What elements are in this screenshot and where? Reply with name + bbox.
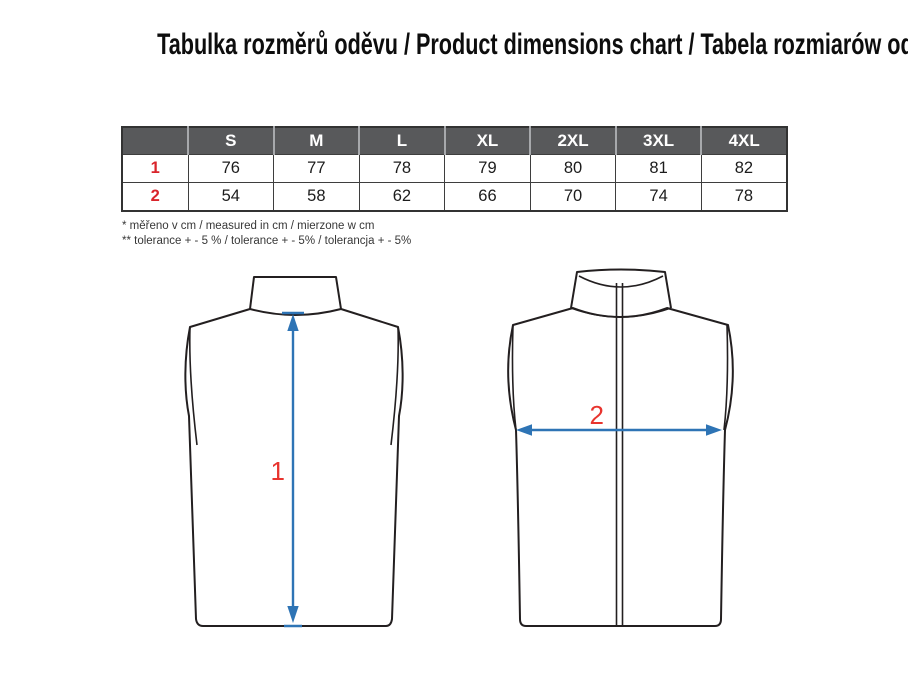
size-column-header: XL	[444, 127, 532, 155]
size-table-header-row: S M L XL 2XL 3XL 4XL	[122, 127, 787, 155]
arrow-left-icon	[516, 424, 532, 436]
size-column-header: 4XL	[701, 127, 787, 155]
vest-back-armhole-right-seam	[390, 326, 400, 446]
table-row-dimension-1: 1 76 77 78 79 80 81 82	[121, 154, 788, 183]
size-column-header: S	[188, 127, 275, 155]
row-label: 1	[121, 154, 189, 183]
arrow-up-icon	[287, 314, 299, 331]
width-dimension-label: 2	[590, 400, 604, 430]
vest-front-armhole-right-seam	[723, 324, 729, 431]
dimension-value: 70	[529, 182, 617, 212]
footnotes: * měřeno v cm / measured in cm / mierzon…	[122, 219, 411, 248]
dimension-arrow-1: 1	[271, 311, 304, 628]
zipper	[615, 283, 624, 626]
size-column-header: 2XL	[530, 127, 617, 155]
vest-front-view: 2	[507, 268, 734, 627]
footnote-tolerance: ** tolerance + - 5 % / tolerance + - 5% …	[122, 234, 412, 247]
dimension-value: 54	[187, 182, 275, 212]
dimension-value: 82	[700, 154, 788, 183]
dimension-value: 80	[529, 154, 617, 183]
dimension-value: 62	[358, 182, 446, 212]
arrow-down-icon	[287, 606, 299, 623]
dimension-value: 66	[444, 182, 531, 212]
size-column-header: M	[273, 127, 361, 155]
footnote-units: * měřeno v cm / measured in cm / mierzon…	[122, 220, 375, 232]
size-column-header: L	[359, 127, 446, 155]
vest-front-armhole-left-seam	[511, 324, 517, 431]
length-dimension-label: 1	[271, 456, 285, 486]
dimension-arrow-2: 2	[516, 400, 722, 436]
table-row-dimension-2: 2 54 58 62 66 70 74 78	[121, 182, 788, 212]
vest-back-view: 1	[184, 276, 404, 628]
vest-front-collar-fold	[578, 275, 664, 288]
vest-front-neck-seam	[570, 307, 672, 318]
vest-front-body-outline	[507, 307, 734, 627]
dimension-value: 77	[273, 154, 360, 183]
size-table: S M L XL 2XL 3XL 4XL 1 76 77 78 79 80 81…	[121, 126, 788, 212]
row-label: 2	[121, 182, 189, 212]
dimension-value: 81	[615, 154, 702, 183]
vest-back-armhole-left-seam	[188, 326, 198, 446]
size-column-header: 3XL	[615, 127, 703, 155]
vest-back-collar	[249, 276, 342, 310]
dimension-value: 79	[444, 154, 531, 183]
table-corner-cell	[122, 127, 189, 155]
arrow-right-icon	[706, 424, 722, 436]
title-row: Tabulka rozměrů oděvu / Product dimensio…	[0, 28, 908, 62]
page-title: Tabulka rozměrů oděvu / Product dimensio…	[157, 28, 908, 61]
dimension-value: 78	[358, 154, 446, 183]
dimension-value: 76	[187, 154, 275, 183]
dimension-value: 58	[273, 182, 360, 212]
vest-front-collar	[570, 268, 672, 309]
dimension-value: 78	[700, 182, 788, 212]
dimension-value: 74	[615, 182, 702, 212]
